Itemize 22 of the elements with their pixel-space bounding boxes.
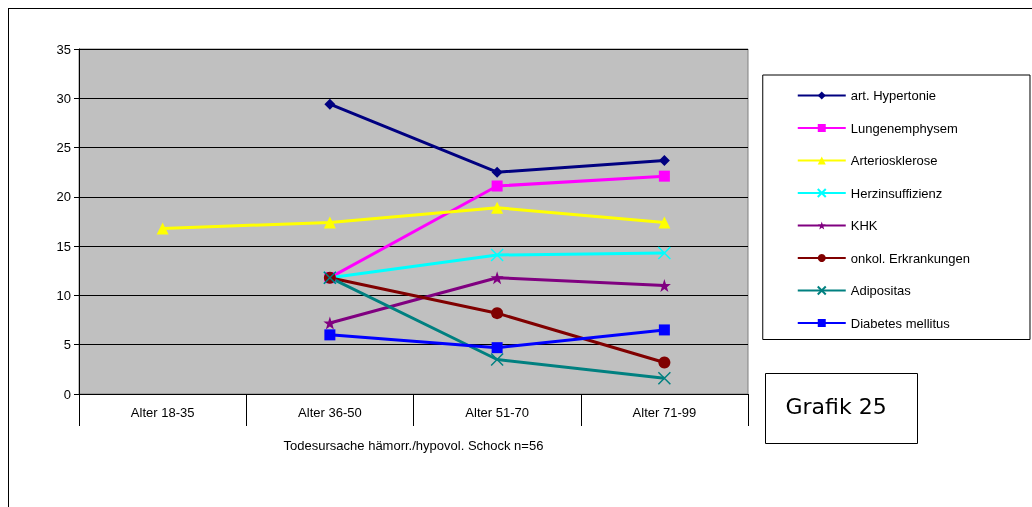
legend-label: art. Hypertonie bbox=[850, 88, 937, 103]
y-tick-label: 20 bbox=[56, 189, 71, 205]
legend-label: Herzinsuffizienz bbox=[850, 185, 943, 201]
y-tick-label: 10 bbox=[56, 287, 71, 303]
legend-label: Adipositas bbox=[850, 283, 912, 298]
legend-label: Arteriosklerose bbox=[850, 153, 938, 168]
legend-label: Lungenemphysem bbox=[850, 120, 958, 136]
y-tick-label: 30 bbox=[56, 90, 71, 106]
x-axis-title: Todesursache hämorr./hypovol. Schock n=56 bbox=[283, 438, 544, 453]
legend-label: onkol. Erkrankungen bbox=[850, 250, 971, 266]
y-tick-label: 15 bbox=[56, 238, 71, 254]
text: Grafik 25 bbox=[785, 394, 887, 419]
y-tick-label: 25 bbox=[56, 140, 71, 156]
x-tick-label: Alter 51-70 bbox=[465, 405, 529, 420]
x-tick-label: Alter 71-99 bbox=[632, 405, 697, 420]
y-tick-label: 5 bbox=[63, 337, 71, 353]
x-tick-label: Alter 36-50 bbox=[298, 405, 362, 420]
legend-label: KHK bbox=[850, 218, 878, 233]
y-tick-label: 0 bbox=[63, 386, 71, 402]
x-tick-label: Alter 18-35 bbox=[130, 405, 195, 420]
y-tick-label: 35 bbox=[56, 41, 71, 57]
legend-label: Diabetes mellitus bbox=[850, 315, 951, 331]
